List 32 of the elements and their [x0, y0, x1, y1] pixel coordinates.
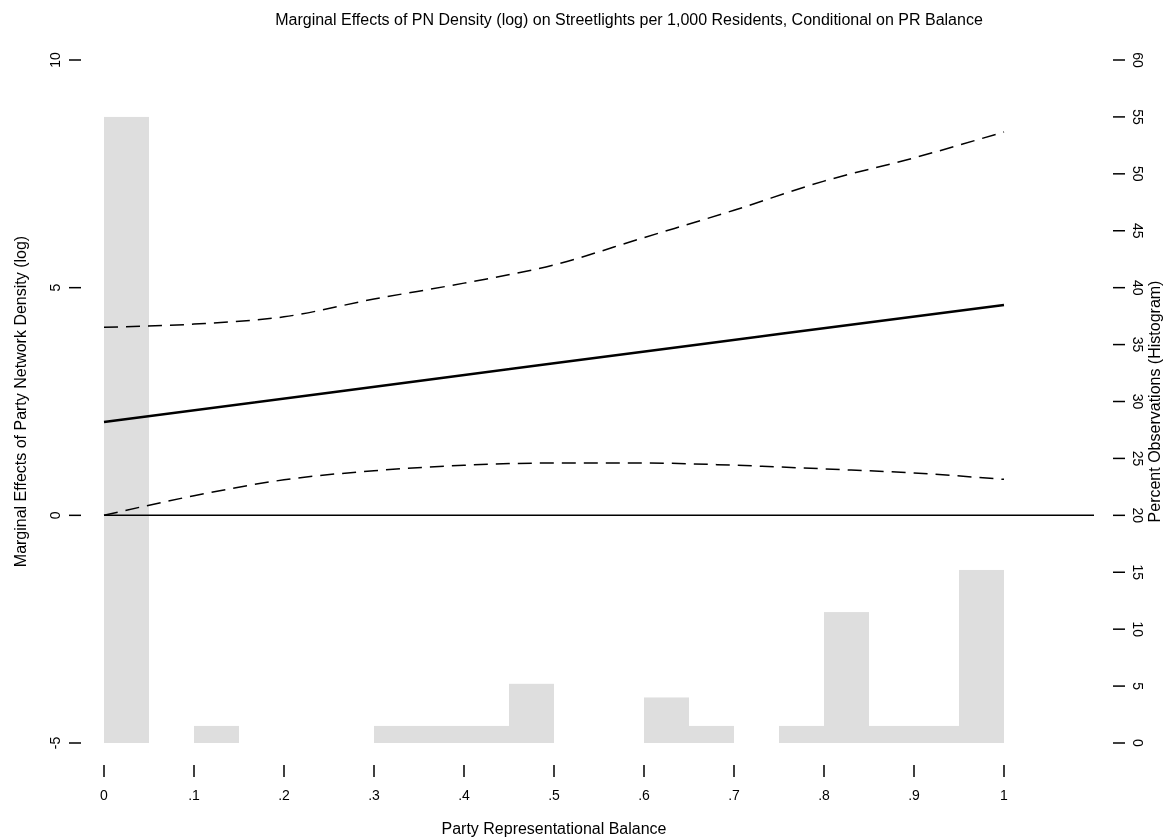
x-tick-label: .6: [638, 787, 651, 803]
y2-tick-label: 40: [1130, 279, 1146, 296]
x-tick-label: 0: [100, 787, 109, 803]
y-tick-label: 10: [47, 52, 63, 68]
x-tick-label: .7: [728, 787, 741, 803]
y2-tick-label: 15: [1130, 564, 1146, 581]
y2-tick-label: 10: [1130, 621, 1146, 638]
y2-tick-label: 35: [1130, 336, 1146, 353]
y2-tick-label: 20: [1130, 507, 1146, 524]
y2-tick-label: 30: [1130, 393, 1146, 410]
y2-tick-label: 55: [1130, 109, 1146, 125]
x-tick-label: .9: [908, 787, 921, 803]
y2-tick-label: 45: [1130, 222, 1146, 239]
x-tick-label: .8: [818, 787, 831, 803]
y2-tick-label: 50: [1130, 166, 1146, 182]
y2-axis-title: Percent Observations (Histogram): [1146, 280, 1163, 523]
y-tick-label: 5: [47, 283, 63, 292]
y2-tick-label: 25: [1130, 450, 1146, 467]
x-tick-label: .5: [548, 787, 561, 803]
y2-tick-label: 5: [1130, 682, 1146, 691]
y2-tick-label: 60: [1130, 52, 1146, 68]
y-tick-label: -5: [47, 736, 63, 750]
x-axis-title: Party Representational Balance: [441, 820, 667, 837]
x-tick-label: 1: [1000, 787, 1009, 803]
y-tick-label: 0: [47, 511, 63, 520]
x-tick-label: .1: [188, 787, 201, 803]
y-axis-title: Marginal Effects of Party Network Density (log): [12, 235, 29, 568]
x-tick-label: .2: [278, 787, 291, 803]
chart-title: Marginal Effects of PN Density (log) on Streetlights per 1,000 Residents, Conditional on PR Balance: [275, 11, 983, 28]
x-tick-label: .4: [458, 787, 471, 803]
y2-tick-label: 0: [1130, 739, 1146, 748]
x-tick-label: .3: [368, 787, 381, 803]
